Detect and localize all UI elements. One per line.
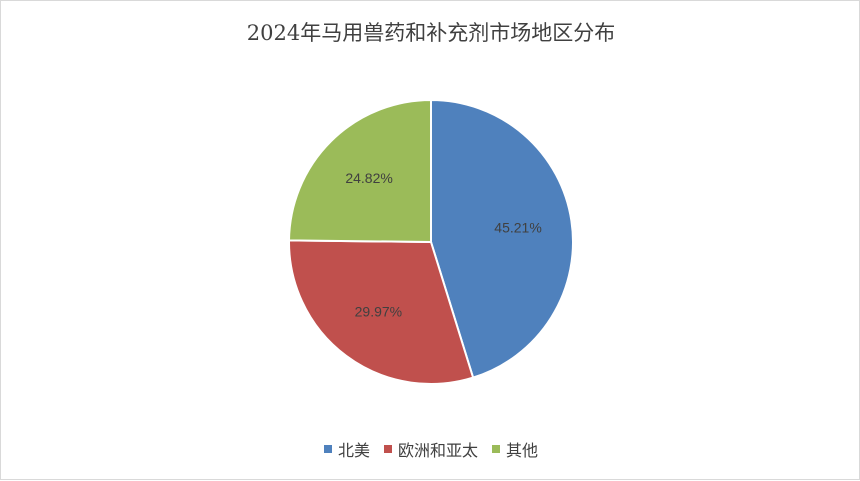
legend-marker-europe-apac xyxy=(383,445,392,453)
legend-label-north-america: 北美 xyxy=(337,441,370,460)
legend-item-europe-apac: 欧洲和亚太 xyxy=(383,437,478,461)
legend-label-other: 其他 xyxy=(506,441,539,460)
pie-slice-north-america xyxy=(430,98,574,379)
data-label-north-america: 45.21% xyxy=(494,220,541,236)
legend-item-north-america: 北美 xyxy=(323,437,370,461)
legend-marker-north-america xyxy=(323,445,332,453)
legend-marker-other xyxy=(492,445,500,453)
data-label-europe-apac: 29.97% xyxy=(355,303,402,319)
data-label-other: 24.82% xyxy=(345,170,392,186)
pie-slice-europe-apac xyxy=(288,239,475,385)
legend: 北美 欧洲和亚太 其他 xyxy=(1,437,860,461)
legend-label-europe-apac: 欧洲和亚太 xyxy=(397,441,478,460)
chart-title: 2024年马用兽药和补充剂市场地区分布 xyxy=(246,21,616,45)
legend-item-other: 其他 xyxy=(492,437,538,461)
pie-slice-other xyxy=(287,98,432,244)
